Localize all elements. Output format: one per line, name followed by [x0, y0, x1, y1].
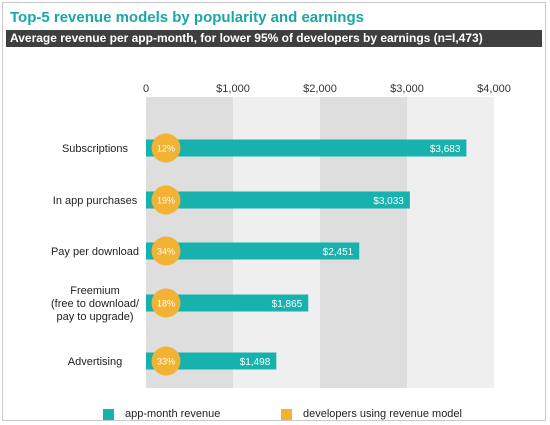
developer-share-circle [151, 236, 181, 266]
category-label: Freemium (free to download/pay to upgrade… [51, 285, 140, 323]
category-label: Advertising [68, 356, 122, 368]
chart-subtitle: Average revenue per app-month, for lower… [10, 31, 483, 45]
developer-share-circle [151, 346, 181, 376]
subtitle-band [6, 30, 542, 47]
revenue-value-label: $3,033 [373, 196, 404, 207]
developer-share-label: 34% [157, 247, 175, 257]
category-label: In app purchases [53, 195, 138, 207]
revenue-value-label: $1,865 [272, 299, 303, 310]
revenue-bar [146, 242, 360, 260]
developer-share-circle [151, 133, 181, 163]
legend-swatch-developers [281, 408, 292, 420]
x-tick-label: $1,000 [216, 83, 250, 95]
legend: app-month revenue developers using reven… [0, 407, 550, 423]
developer-share-label: 12% [157, 144, 175, 154]
legend-label-developers: developers using revenue model [303, 408, 462, 420]
chart-title: Top-5 revenue models by popularity and e… [10, 9, 364, 26]
legend-item-revenue: app-month revenue [103, 407, 220, 421]
developer-share-circle [151, 185, 181, 215]
revenue-value-label: $3,683 [430, 144, 461, 155]
x-tick-label: $3,000 [390, 83, 424, 95]
x-tick-label: 0 [143, 83, 149, 95]
legend-item-developers: developers using revenue model [281, 407, 462, 421]
revenue-bar [146, 294, 309, 312]
developer-share-circle [151, 288, 181, 318]
category-label: Pay per download [51, 246, 139, 258]
developer-share-label: 33% [157, 357, 175, 367]
revenue-bar [146, 191, 410, 209]
revenue-value-label: $2,451 [323, 247, 354, 258]
developer-share-label: 18% [157, 299, 175, 309]
legend-swatch-revenue [103, 408, 114, 420]
revenue-bar [146, 139, 467, 157]
revenue-value-label: $1,498 [240, 357, 271, 368]
developer-share-label: 19% [157, 196, 175, 206]
x-tick-label: $2,000 [303, 83, 337, 95]
legend-label-revenue: app-month revenue [125, 408, 221, 420]
category-label: Subscriptions [62, 143, 129, 155]
x-tick-label: $4,000 [477, 83, 511, 95]
